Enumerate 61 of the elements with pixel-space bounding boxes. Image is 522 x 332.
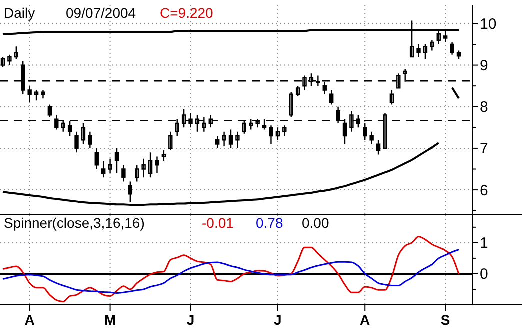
annotation: 09/07/2004 bbox=[66, 5, 136, 21]
x-tick-label: J bbox=[274, 312, 282, 328]
y-tick-label: 8 bbox=[480, 99, 488, 116]
annotation: 0.00 bbox=[302, 215, 330, 231]
candlestick bbox=[148, 152, 153, 178]
line-series bbox=[2, 236, 460, 303]
candlestick bbox=[128, 181, 133, 204]
candlestick bbox=[376, 140, 381, 156]
candlestick bbox=[276, 127, 280, 141]
candlestick bbox=[363, 122, 368, 141]
candlestick bbox=[282, 124, 287, 137]
x-tick-label: J bbox=[186, 312, 195, 328]
candlestick bbox=[222, 131, 226, 147]
candlestick bbox=[390, 90, 394, 106]
candlestick bbox=[108, 158, 112, 174]
line-series bbox=[2, 142, 440, 206]
candlestick bbox=[122, 164, 126, 182]
candlestick bbox=[215, 135, 220, 150]
candlestick bbox=[456, 50, 462, 60]
candlestick bbox=[0, 56, 6, 68]
line-series bbox=[2, 249, 460, 294]
y-tick-label: 7 bbox=[480, 140, 488, 158]
candlestick bbox=[114, 148, 120, 174]
candlestick bbox=[228, 129, 234, 150]
y-tick-label: 10 bbox=[480, 16, 497, 33]
x-tick-label: A bbox=[24, 312, 35, 328]
annotation: -0.01 bbox=[202, 215, 234, 231]
candlestick bbox=[430, 40, 434, 52]
candlestick bbox=[269, 124, 274, 145]
candlestick bbox=[94, 148, 99, 170]
x-tick-label: A bbox=[360, 312, 370, 328]
candlestick bbox=[8, 54, 12, 66]
candlestick bbox=[81, 122, 86, 145]
x-tick-label: S bbox=[440, 312, 450, 328]
candlestick bbox=[370, 131, 374, 145]
y-tick-label: 1 bbox=[480, 235, 488, 252]
x-tick-label: M bbox=[104, 312, 116, 328]
annotation: 0.78 bbox=[256, 215, 284, 231]
candlestick bbox=[41, 90, 46, 100]
y-tick-label: 9 bbox=[480, 58, 488, 75]
candlestick bbox=[74, 131, 79, 154]
chart-title: Daily bbox=[4, 5, 36, 21]
candlestick bbox=[450, 42, 454, 56]
candlestick bbox=[296, 85, 300, 98]
chart-title: Spinner(close,3,16,16) bbox=[4, 215, 145, 231]
candlestick bbox=[155, 156, 160, 174]
y-tick-label: 6 bbox=[480, 182, 488, 200]
candlestick bbox=[34, 90, 39, 102]
candlestick bbox=[135, 164, 140, 182]
annotation: C=9.220 bbox=[160, 5, 214, 21]
candlestick bbox=[142, 158, 146, 178]
candlestick bbox=[416, 44, 421, 58]
candlestick bbox=[236, 131, 240, 150]
candlestick bbox=[101, 160, 106, 178]
candlestick bbox=[162, 150, 166, 162]
y-tick-label: 0 bbox=[480, 266, 488, 284]
candlestick bbox=[28, 85, 32, 104]
candlestick bbox=[423, 44, 428, 60]
candlestick bbox=[14, 46, 19, 60]
candlestick bbox=[88, 131, 92, 150]
candlestick bbox=[329, 90, 334, 106]
